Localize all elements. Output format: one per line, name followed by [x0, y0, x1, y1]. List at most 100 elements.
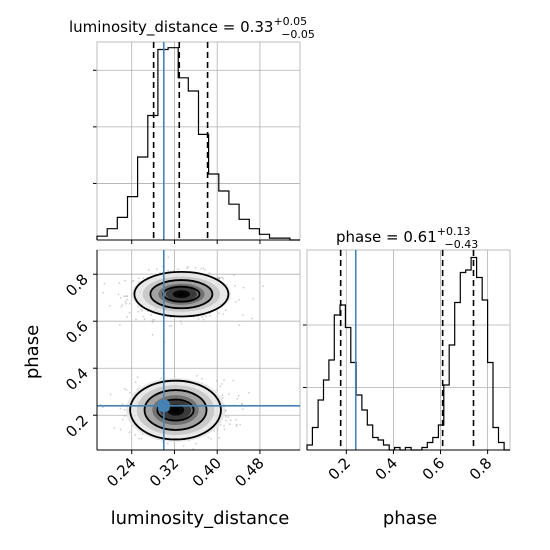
scatter-point	[224, 309, 227, 312]
scatter-point	[167, 256, 170, 259]
scatter-point	[140, 437, 143, 440]
scatter-point	[131, 280, 134, 283]
hist-luminosity-distance-panel	[93, 41, 301, 244]
scatter-point	[108, 304, 111, 307]
scatter-point	[138, 437, 141, 440]
scatter-point	[262, 285, 265, 287]
scatter-point	[225, 415, 227, 418]
scatter-point	[238, 324, 241, 326]
scatter-point	[221, 276, 224, 279]
scatter-point	[143, 318, 146, 321]
scatter-point	[218, 436, 221, 439]
phase-xtick-label-0: 0.2	[325, 454, 355, 484]
title-phase-name: phase	[336, 228, 381, 246]
scatter-point	[142, 277, 145, 279]
scatter-point	[223, 428, 226, 431]
density-level-1-6	[171, 407, 180, 413]
scatter-point	[156, 268, 158, 271]
ld-hist-line	[96, 47, 300, 241]
scatter-point	[150, 314, 153, 317]
scatter-point	[126, 295, 129, 298]
scatter-point	[222, 277, 225, 280]
scatter-point	[237, 394, 240, 397]
scatter-point	[195, 375, 198, 377]
scatter-point	[213, 430, 216, 432]
scatter-point	[126, 298, 128, 301]
scatter-point	[140, 308, 142, 311]
scatter-point	[223, 424, 225, 427]
scatter-point	[128, 431, 131, 434]
scatter-point	[117, 293, 120, 296]
scatter-point	[168, 325, 171, 327]
scatter-point	[225, 419, 227, 422]
scatter-point	[235, 425, 238, 427]
scatter-point	[151, 321, 154, 324]
scatter-point	[121, 403, 124, 406]
scatter-point	[241, 314, 244, 316]
scatter-point	[135, 318, 137, 321]
scatter-point	[252, 297, 255, 300]
scatter-point	[151, 319, 154, 321]
scatter-point	[124, 279, 127, 282]
scatter-point	[227, 416, 230, 418]
scatter-point	[141, 309, 144, 312]
scatter-point	[209, 315, 212, 317]
scatter-point	[167, 269, 170, 272]
scatter-point	[132, 279, 135, 282]
scatter-point	[123, 295, 126, 298]
scatter-point	[177, 268, 180, 270]
scatter-point	[222, 313, 225, 315]
contour-1-1	[143, 389, 208, 431]
scatter-point	[128, 311, 131, 314]
scatter-point	[119, 324, 121, 326]
ld-xtick-label-2: 0.40	[189, 454, 225, 490]
scatter-point	[194, 266, 197, 269]
scatter-point	[197, 318, 200, 320]
scatter-point	[128, 391, 131, 394]
phase-xtick-label-2: 0.6	[419, 454, 449, 484]
scatter-point	[221, 383, 224, 385]
xlabel-luminosity-distance: luminosity_distance	[111, 508, 290, 529]
scatter-point	[223, 379, 225, 381]
title-luminosity-distance: luminosity_distance = 0.33+0.05 −0.05	[69, 15, 315, 41]
scatter-point	[119, 428, 122, 431]
scatter-point	[134, 381, 137, 383]
scatter-point	[179, 320, 182, 322]
scatter-point	[160, 377, 163, 379]
scatter-point	[210, 438, 212, 440]
scatter-point	[195, 442, 197, 445]
scatter-point	[186, 267, 189, 270]
scatter-point	[221, 394, 224, 397]
scatter-point	[109, 393, 112, 396]
scatter-point	[137, 306, 140, 308]
title-ld-name: luminosity_distance	[69, 18, 218, 37]
scatter-point	[118, 282, 121, 284]
title-ld-median: 0.33	[240, 18, 273, 36]
title-phase-minus: −0.43	[445, 238, 479, 251]
scatter-point	[207, 436, 210, 439]
scatter-point	[180, 322, 183, 325]
scatter-point	[238, 299, 241, 301]
scatter-point	[202, 318, 205, 321]
scatter-point	[126, 316, 129, 318]
scatter-point	[137, 310, 140, 313]
phase-xtick-label-3: 0.8	[466, 454, 496, 484]
contour-0-1	[149, 279, 214, 310]
phase-xtick-label-1: 0.4	[372, 454, 402, 484]
contour-1-0	[156, 398, 195, 422]
title-ld-plus: +0.05	[273, 15, 307, 28]
scatter-point	[138, 277, 140, 280]
scatter-point	[103, 282, 106, 285]
title-phase: phase = 0.61+0.13 −0.43	[336, 225, 478, 251]
scatter-point	[242, 286, 245, 289]
scatter-point	[232, 274, 235, 276]
hist-phase-panel: 0.2 0.4 0.6 0.8	[303, 249, 511, 484]
scatter-point	[123, 387, 126, 390]
scatter-point	[239, 423, 242, 426]
scatter-point	[235, 301, 237, 303]
scatter-point	[101, 406, 104, 408]
scatter-point	[121, 418, 124, 421]
scatter-point	[232, 379, 235, 382]
title-ld-minus: −0.05	[281, 28, 315, 41]
scatter-point	[242, 408, 244, 410]
